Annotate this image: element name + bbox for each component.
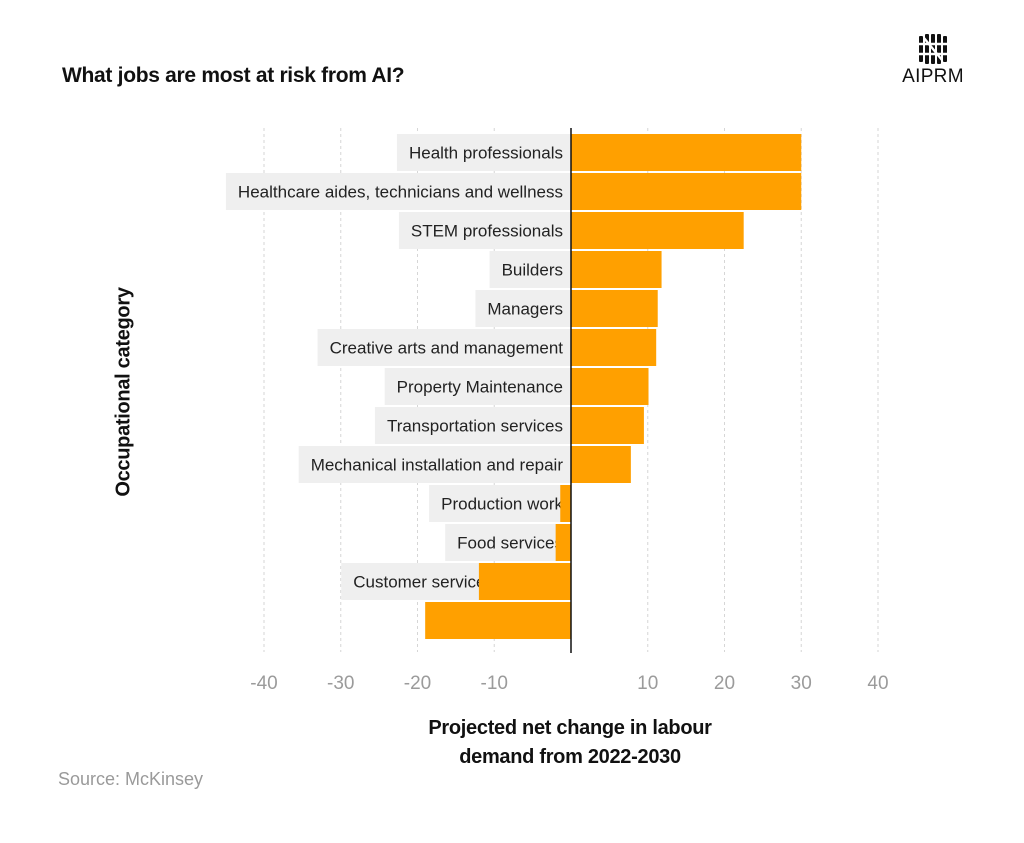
x-axis-label-line-2: demand from 2022-2030 bbox=[459, 746, 681, 768]
bar bbox=[571, 407, 644, 444]
x-tick-label: 20 bbox=[714, 673, 735, 694]
x-tick-label: -40 bbox=[250, 673, 277, 694]
category-label-bg bbox=[374, 407, 571, 444]
x-tick-label: -20 bbox=[404, 673, 431, 694]
y-axis-label: Occupational category bbox=[112, 287, 135, 497]
category-label: Mechanical installation and repair bbox=[311, 456, 564, 475]
bar bbox=[425, 602, 571, 639]
category-label-bg bbox=[317, 329, 571, 366]
bar bbox=[571, 290, 658, 327]
bar bbox=[571, 446, 631, 483]
category-label-bg bbox=[489, 251, 571, 288]
x-axis-label-line-1: Projected net change in labour bbox=[428, 717, 712, 739]
category-label-bg bbox=[384, 368, 571, 405]
category-label: Production work bbox=[441, 495, 563, 514]
chart-title: What jobs are most at risk from AI? bbox=[62, 64, 405, 87]
bar bbox=[571, 212, 744, 249]
category-label-bg bbox=[445, 524, 571, 561]
bars bbox=[425, 134, 802, 639]
bar bbox=[555, 524, 571, 561]
bar bbox=[571, 134, 802, 171]
bar bbox=[478, 563, 571, 600]
bar bbox=[571, 251, 662, 288]
category-label: Property Maintenance bbox=[397, 378, 563, 397]
category-label-bg bbox=[225, 173, 571, 210]
aiprm-logo-icon bbox=[918, 34, 948, 64]
category-label: Builders bbox=[502, 261, 563, 280]
category-label: Health professionals bbox=[409, 144, 563, 163]
bar bbox=[571, 329, 657, 366]
x-tick-label: -10 bbox=[481, 673, 508, 694]
category-label-bg bbox=[429, 485, 571, 522]
category-label: Transportation services bbox=[387, 417, 563, 436]
category-label: Food services bbox=[457, 534, 563, 553]
logo-text: AIPRM bbox=[902, 66, 964, 87]
bar bbox=[571, 173, 802, 210]
category-label-bg bbox=[298, 446, 571, 483]
x-tick-label: 30 bbox=[791, 673, 812, 694]
category-label: Managers bbox=[487, 300, 563, 319]
category-label-bg bbox=[475, 290, 571, 327]
x-tick-label: -30 bbox=[327, 673, 354, 694]
x-tick-label: 10 bbox=[637, 673, 658, 694]
x-axis-label: Projected net change in labour demand fr… bbox=[390, 714, 750, 772]
source-note: Source: McKinsey bbox=[58, 769, 204, 789]
bar bbox=[560, 485, 571, 522]
category-label: Healthcare aides, technicians and wellne… bbox=[238, 183, 563, 202]
category-label-bg bbox=[398, 212, 571, 249]
category-label-bg bbox=[396, 134, 571, 171]
x-tick-label: 40 bbox=[867, 673, 888, 694]
category-label: STEM professionals bbox=[411, 222, 563, 241]
bar bbox=[571, 368, 649, 405]
x-tick-labels: -40 -30 -20 -10 10 20 30 40 bbox=[250, 673, 888, 694]
category-label: Creative arts and management bbox=[330, 339, 564, 358]
aiprm-logo: AIPRM bbox=[900, 34, 966, 88]
